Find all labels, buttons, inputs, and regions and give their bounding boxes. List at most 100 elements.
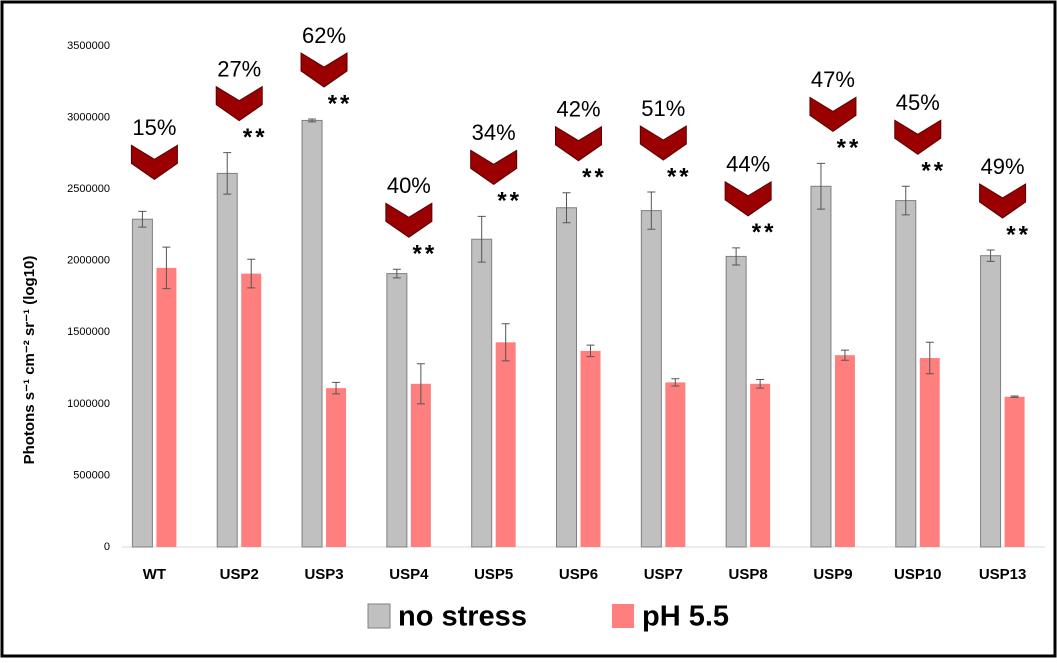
y-tick-label: 3000000: [67, 111, 110, 123]
x-tick-label: USP2: [220, 566, 259, 583]
percent-label: 45%: [896, 90, 940, 115]
error-bar: [308, 118, 317, 123]
chevron: [724, 180, 772, 217]
y-tick-label: 3500000: [67, 40, 110, 52]
significance-mark: **: [667, 163, 692, 190]
error-bar: [392, 268, 401, 279]
error-bar: [162, 246, 171, 290]
legend-label: no stress: [398, 601, 527, 633]
bar: [834, 355, 855, 547]
error-bar: [223, 152, 232, 195]
bar: [980, 255, 1002, 548]
significance-mark: **: [413, 241, 438, 268]
chevron: [215, 85, 263, 122]
x-tick-label: USP10: [894, 566, 942, 583]
error-bar: [816, 162, 825, 210]
chevron: [385, 202, 433, 238]
y-tick-label: 500000: [73, 469, 110, 481]
error-bar: [732, 247, 741, 266]
error-bar: [586, 344, 595, 358]
bar: [471, 238, 493, 548]
x-tick-label: USP9: [813, 566, 852, 583]
bar: [216, 172, 238, 548]
x-tick-label: USP3: [304, 566, 343, 583]
error-bar: [562, 192, 571, 224]
significance-mark: **: [243, 124, 268, 151]
bar: [410, 383, 431, 547]
y-axis-label: Photons s⁻¹ cm⁻² sr⁻¹ (log10): [21, 256, 38, 465]
bar: [131, 218, 153, 548]
chevron: [555, 125, 602, 162]
percent-label: 47%: [811, 67, 855, 92]
percent-label: 62%: [302, 23, 346, 48]
x-tick-label: USP13: [979, 566, 1027, 583]
bar: [895, 200, 917, 548]
legend-swatch: [612, 604, 634, 628]
error-bar: [986, 249, 995, 262]
bar: [495, 342, 516, 547]
chevron: [130, 144, 178, 180]
bar: [156, 267, 177, 547]
significance-mark: **: [921, 158, 946, 185]
significance-mark: **: [837, 135, 862, 162]
y-tick-label: 2000000: [67, 255, 110, 267]
error-bar: [138, 210, 147, 228]
bar: [386, 273, 408, 548]
chevron: [470, 149, 518, 185]
y-tick-label: 1000000: [67, 398, 110, 410]
error-bar: [416, 363, 425, 405]
bar: [301, 119, 323, 548]
percent-label: 40%: [387, 173, 431, 198]
bar: [665, 382, 686, 547]
bar: [919, 358, 940, 547]
percent-label: 49%: [981, 154, 1025, 179]
x-tick-label: USP5: [474, 566, 513, 583]
chevron: [300, 52, 348, 88]
error-bar: [756, 379, 765, 389]
error-bar: [247, 258, 256, 289]
y-tick-label: 2500000: [67, 183, 110, 195]
x-tick-label: WT: [143, 566, 166, 583]
bar: [640, 210, 662, 548]
significance-mark: **: [497, 188, 522, 215]
chevron: [894, 119, 942, 155]
chevron: [639, 125, 687, 161]
bar: [750, 383, 771, 547]
legend-swatch: [367, 603, 391, 629]
error-bar: [671, 378, 680, 387]
x-tick-label: USP6: [559, 566, 598, 583]
bar: [580, 350, 601, 547]
bar: [1004, 396, 1025, 547]
x-tick-label: USP7: [644, 566, 683, 583]
bar: [810, 185, 832, 548]
y-tick-label: 0: [104, 541, 110, 553]
bar: [556, 207, 577, 548]
error-bar: [332, 381, 341, 395]
percent-label: 44%: [726, 152, 770, 177]
legend-label: pH 5.5: [642, 601, 729, 633]
error-bar: [477, 215, 486, 263]
bar: [326, 388, 347, 547]
chevron: [809, 96, 857, 132]
bar: [725, 255, 747, 548]
error-bar: [501, 323, 510, 362]
percent-label: 42%: [556, 97, 600, 122]
x-tick-label: USP4: [389, 566, 429, 583]
error-bar: [647, 191, 656, 230]
error-bar: [901, 185, 910, 216]
error-bar: [1010, 395, 1019, 398]
percent-label: 15%: [132, 115, 176, 140]
percent-label: 51%: [641, 96, 685, 121]
error-bar: [925, 341, 934, 375]
significance-mark: **: [1006, 221, 1031, 248]
y-tick-label: 1500000: [67, 326, 110, 338]
percent-label: 27%: [217, 56, 261, 81]
percent-label: 34%: [472, 120, 516, 145]
x-tick-label: USP8: [729, 566, 768, 583]
error-bar: [840, 349, 849, 361]
significance-mark: **: [582, 164, 607, 191]
significance-mark: **: [328, 90, 353, 117]
significance-mark: **: [752, 219, 777, 246]
